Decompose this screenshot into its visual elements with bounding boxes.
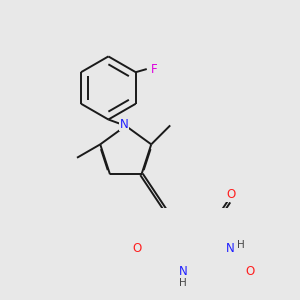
Text: O: O bbox=[245, 265, 254, 278]
Text: F: F bbox=[150, 62, 157, 76]
Text: O: O bbox=[226, 188, 235, 201]
Text: N: N bbox=[179, 265, 188, 278]
Text: H: H bbox=[237, 240, 245, 250]
Text: H: H bbox=[179, 278, 187, 288]
Text: O: O bbox=[132, 242, 141, 255]
Text: N: N bbox=[226, 242, 235, 255]
Text: N: N bbox=[120, 118, 128, 131]
